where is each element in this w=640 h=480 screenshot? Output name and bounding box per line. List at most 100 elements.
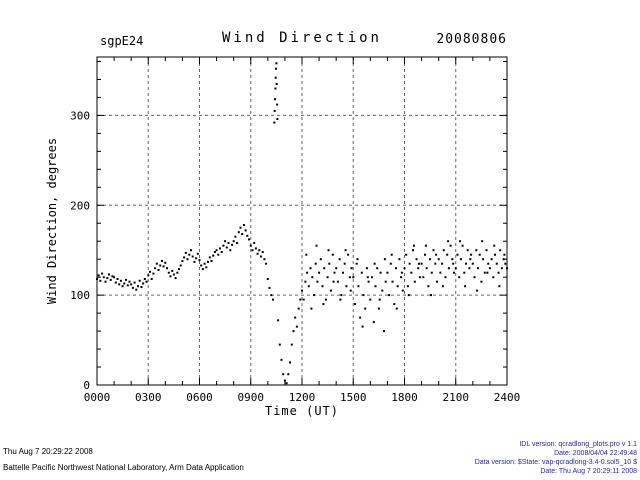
data-point bbox=[444, 276, 447, 279]
data-point bbox=[376, 267, 379, 270]
data-point bbox=[176, 271, 179, 274]
data-point bbox=[319, 258, 322, 261]
data-point bbox=[383, 330, 385, 333]
data-point bbox=[328, 262, 331, 265]
data-point bbox=[106, 277, 109, 280]
data-point bbox=[372, 321, 375, 324]
data-point bbox=[171, 269, 174, 272]
data-point bbox=[276, 118, 279, 120]
data-point bbox=[340, 294, 343, 297]
data-point bbox=[384, 280, 387, 283]
data-point bbox=[480, 280, 483, 283]
data-point bbox=[184, 251, 187, 254]
data-point bbox=[283, 379, 286, 382]
data-point bbox=[198, 259, 201, 262]
plot-title: Wind Direction bbox=[221, 30, 382, 46]
data-point bbox=[430, 271, 433, 274]
data-point bbox=[391, 280, 394, 283]
data-point bbox=[142, 282, 145, 285]
data-point bbox=[231, 243, 233, 246]
data-point bbox=[290, 343, 293, 346]
data-point bbox=[203, 262, 206, 265]
data-point bbox=[459, 240, 461, 243]
data-point bbox=[273, 109, 276, 112]
data-point bbox=[332, 280, 335, 283]
data-point bbox=[299, 298, 302, 301]
data-point bbox=[314, 262, 317, 265]
footer-version-info: IDL version: qcradlong_plots.pro v 1.1 D… bbox=[475, 440, 637, 476]
data-point bbox=[378, 298, 381, 301]
data-point bbox=[191, 255, 194, 258]
data-point bbox=[316, 280, 319, 283]
data-point bbox=[347, 253, 350, 256]
data-point bbox=[212, 254, 215, 257]
data-point bbox=[415, 258, 418, 261]
data-point bbox=[495, 262, 498, 265]
data-point bbox=[481, 240, 484, 243]
data-point bbox=[99, 279, 102, 282]
data-point bbox=[213, 251, 216, 253]
data-point bbox=[253, 242, 256, 244]
data-point bbox=[275, 83, 278, 85]
data-point bbox=[234, 235, 237, 238]
data-point bbox=[305, 253, 308, 256]
data-point bbox=[270, 294, 273, 297]
data-point bbox=[468, 267, 471, 270]
x-tick-label: 0000 bbox=[84, 391, 111, 404]
plot-area: 0000 0300 0600 0900 1200 1500 1800 2100 2400 0 100… bbox=[70, 56, 520, 404]
data-point bbox=[297, 307, 300, 310]
data-point bbox=[111, 275, 114, 278]
data-point bbox=[157, 269, 160, 271]
data-point bbox=[447, 240, 450, 243]
data-point bbox=[349, 289, 352, 292]
data-point bbox=[154, 267, 157, 270]
data-point bbox=[403, 267, 406, 270]
data-point bbox=[121, 285, 124, 288]
y-tick-label: 200 bbox=[70, 199, 90, 212]
data-point bbox=[274, 87, 277, 90]
data-point bbox=[407, 294, 410, 297]
data-point bbox=[102, 276, 105, 279]
data-point bbox=[458, 276, 461, 279]
data-point bbox=[447, 267, 450, 270]
data-point bbox=[302, 298, 305, 301]
data-point bbox=[417, 267, 420, 270]
data-point bbox=[254, 247, 257, 250]
data-point bbox=[386, 271, 389, 274]
data-point bbox=[459, 258, 462, 261]
data-point bbox=[344, 249, 347, 252]
data-point bbox=[499, 249, 502, 252]
data-point bbox=[362, 294, 365, 297]
data-point bbox=[248, 238, 250, 241]
data-point bbox=[357, 285, 360, 288]
data-point bbox=[434, 262, 437, 265]
data-point bbox=[220, 251, 223, 253]
data-point bbox=[393, 303, 396, 306]
data-point bbox=[276, 103, 279, 106]
data-point bbox=[336, 280, 339, 283]
data-point bbox=[331, 253, 334, 256]
data-point bbox=[429, 258, 432, 261]
data-version-line: Data version: $State: vap-qcradlong-3.4-… bbox=[474, 459, 637, 466]
data-point bbox=[396, 285, 399, 288]
data-point bbox=[502, 258, 505, 261]
data-point bbox=[236, 242, 239, 244]
data-point bbox=[114, 281, 117, 284]
data-point bbox=[160, 260, 163, 262]
data-point bbox=[275, 62, 278, 65]
data-point bbox=[388, 294, 391, 297]
data-point bbox=[322, 303, 325, 306]
data-point bbox=[128, 280, 131, 283]
data-point bbox=[219, 247, 221, 250]
data-point bbox=[133, 281, 136, 284]
data-point bbox=[367, 280, 370, 283]
data-point bbox=[401, 289, 404, 292]
data-point bbox=[108, 273, 110, 276]
data-point bbox=[405, 253, 408, 256]
idl-version-line: IDL version: qcradlong_plots.pro v 1.1 bbox=[519, 441, 637, 448]
data-point bbox=[200, 264, 203, 267]
data-point bbox=[441, 262, 444, 265]
data-point bbox=[412, 244, 415, 247]
data-point bbox=[210, 260, 213, 262]
y-tick-label: 300 bbox=[70, 109, 90, 122]
